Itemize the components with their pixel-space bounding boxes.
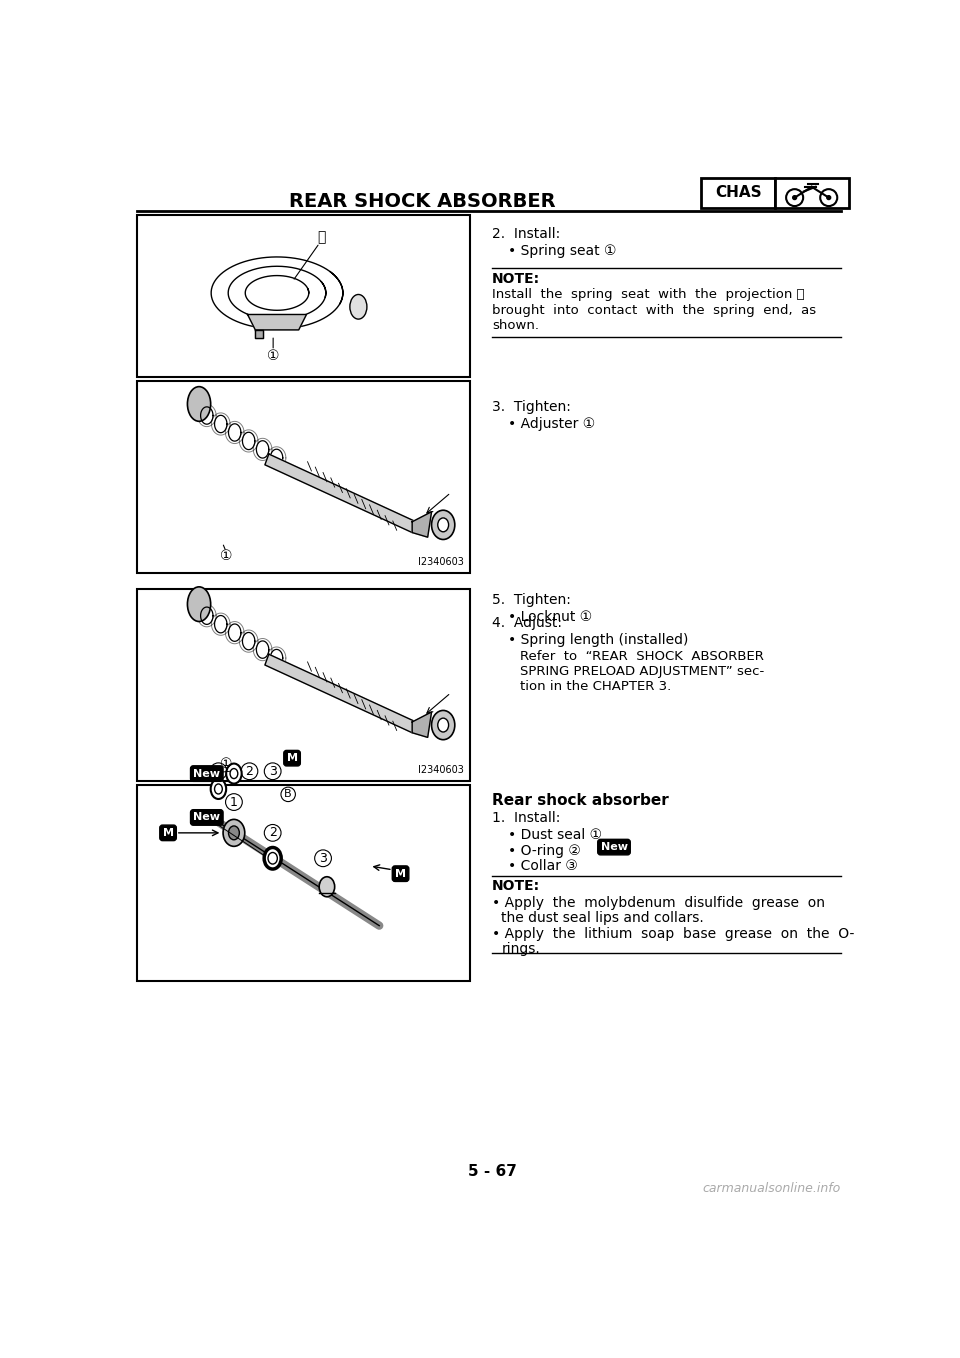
- Text: B: B: [284, 789, 292, 800]
- Text: Refer  to  “REAR  SHOCK  ABSORBER: Refer to “REAR SHOCK ABSORBER: [520, 649, 764, 663]
- Text: M: M: [396, 869, 406, 879]
- Circle shape: [820, 189, 837, 206]
- Text: 2.  Install:: 2. Install:: [492, 227, 561, 240]
- Text: I2340603: I2340603: [419, 765, 464, 775]
- Text: 3.  Tighten:: 3. Tighten:: [492, 401, 571, 414]
- Polygon shape: [248, 315, 306, 330]
- Text: • Apply  the  lithium  soap  base  grease  on  the  O-: • Apply the lithium soap base grease on …: [492, 926, 854, 941]
- Ellipse shape: [223, 819, 245, 846]
- Text: shown.: shown.: [492, 319, 539, 333]
- Ellipse shape: [268, 853, 277, 864]
- Circle shape: [827, 196, 830, 200]
- Text: 5.  Tighten:: 5. Tighten:: [492, 592, 571, 607]
- Ellipse shape: [438, 718, 448, 732]
- Ellipse shape: [432, 511, 455, 539]
- Text: • O-ring ②: • O-ring ②: [508, 843, 581, 858]
- Text: 3: 3: [269, 765, 276, 778]
- Ellipse shape: [210, 779, 227, 799]
- Bar: [137, 589, 470, 781]
- Text: Install  the  spring  seat  with  the  projection ⓐ: Install the spring seat with the project…: [492, 288, 804, 301]
- Ellipse shape: [432, 710, 455, 740]
- Text: ①: ①: [220, 550, 232, 564]
- Text: ①: ①: [220, 758, 232, 771]
- Ellipse shape: [230, 769, 238, 778]
- Text: NOTE:: NOTE:: [492, 879, 540, 894]
- Polygon shape: [265, 655, 416, 733]
- Text: 3: 3: [319, 851, 327, 865]
- Text: 1: 1: [230, 796, 238, 808]
- Text: • Spring seat ①: • Spring seat ①: [508, 244, 616, 258]
- Text: 5 - 67: 5 - 67: [468, 1164, 516, 1179]
- Text: REAR SHOCK ABSORBER: REAR SHOCK ABSORBER: [289, 193, 556, 212]
- Text: New: New: [601, 842, 628, 851]
- Polygon shape: [255, 330, 263, 338]
- Text: New: New: [193, 769, 220, 778]
- Ellipse shape: [214, 784, 223, 794]
- Text: • Spring length (installed): • Spring length (installed): [508, 633, 688, 646]
- Text: ⓐ: ⓐ: [318, 230, 326, 243]
- Circle shape: [786, 189, 804, 206]
- Text: Rear shock absorber: Rear shock absorber: [492, 793, 669, 808]
- Ellipse shape: [228, 826, 239, 839]
- Polygon shape: [412, 712, 432, 737]
- Ellipse shape: [187, 587, 210, 622]
- Text: 1.  Install:: 1. Install:: [492, 811, 561, 826]
- Text: carmanualsonline.info: carmanualsonline.info: [703, 1181, 841, 1195]
- Text: • Locknut ①: • Locknut ①: [508, 610, 591, 623]
- Text: 2: 2: [246, 765, 253, 778]
- Text: • Dust seal ①: • Dust seal ①: [508, 828, 602, 842]
- Ellipse shape: [264, 847, 281, 869]
- Ellipse shape: [319, 877, 335, 896]
- Text: • Collar ③: • Collar ③: [508, 860, 577, 873]
- Polygon shape: [412, 512, 432, 538]
- Text: New: New: [193, 812, 220, 823]
- Text: NOTE:: NOTE:: [492, 272, 540, 285]
- Text: tion in the CHAPTER 3.: tion in the CHAPTER 3.: [520, 680, 671, 694]
- Ellipse shape: [187, 387, 210, 421]
- Bar: [701, 178, 775, 208]
- Text: • Adjuster ①: • Adjuster ①: [508, 417, 595, 430]
- Ellipse shape: [438, 517, 448, 532]
- Text: ①: ①: [267, 349, 279, 363]
- Text: the dust seal lips and collars.: the dust seal lips and collars.: [501, 911, 704, 925]
- Circle shape: [793, 196, 797, 200]
- Text: brought  into  contact  with  the  spring  end,  as: brought into contact with the spring end…: [492, 304, 816, 316]
- Text: 1: 1: [214, 765, 223, 778]
- Bar: [137, 216, 470, 378]
- Text: M: M: [286, 754, 298, 763]
- Text: 4.  Adjust:: 4. Adjust:: [492, 615, 562, 630]
- Text: CHAS: CHAS: [715, 186, 761, 201]
- Text: • Apply  the  molybdenum  disulfide  grease  on: • Apply the molybdenum disulfide grease …: [492, 896, 825, 910]
- Bar: [137, 785, 470, 982]
- Text: M: M: [162, 828, 174, 838]
- Polygon shape: [265, 454, 416, 532]
- Ellipse shape: [349, 295, 367, 319]
- Bar: [137, 380, 470, 573]
- Text: rings.: rings.: [501, 942, 540, 956]
- Ellipse shape: [227, 763, 242, 784]
- Bar: [775, 178, 849, 208]
- Text: SPRING PRELOAD ADJUSTMENT” sec-: SPRING PRELOAD ADJUSTMENT” sec-: [520, 665, 764, 678]
- Text: I2340603: I2340603: [419, 557, 464, 568]
- Text: 2: 2: [269, 827, 276, 839]
